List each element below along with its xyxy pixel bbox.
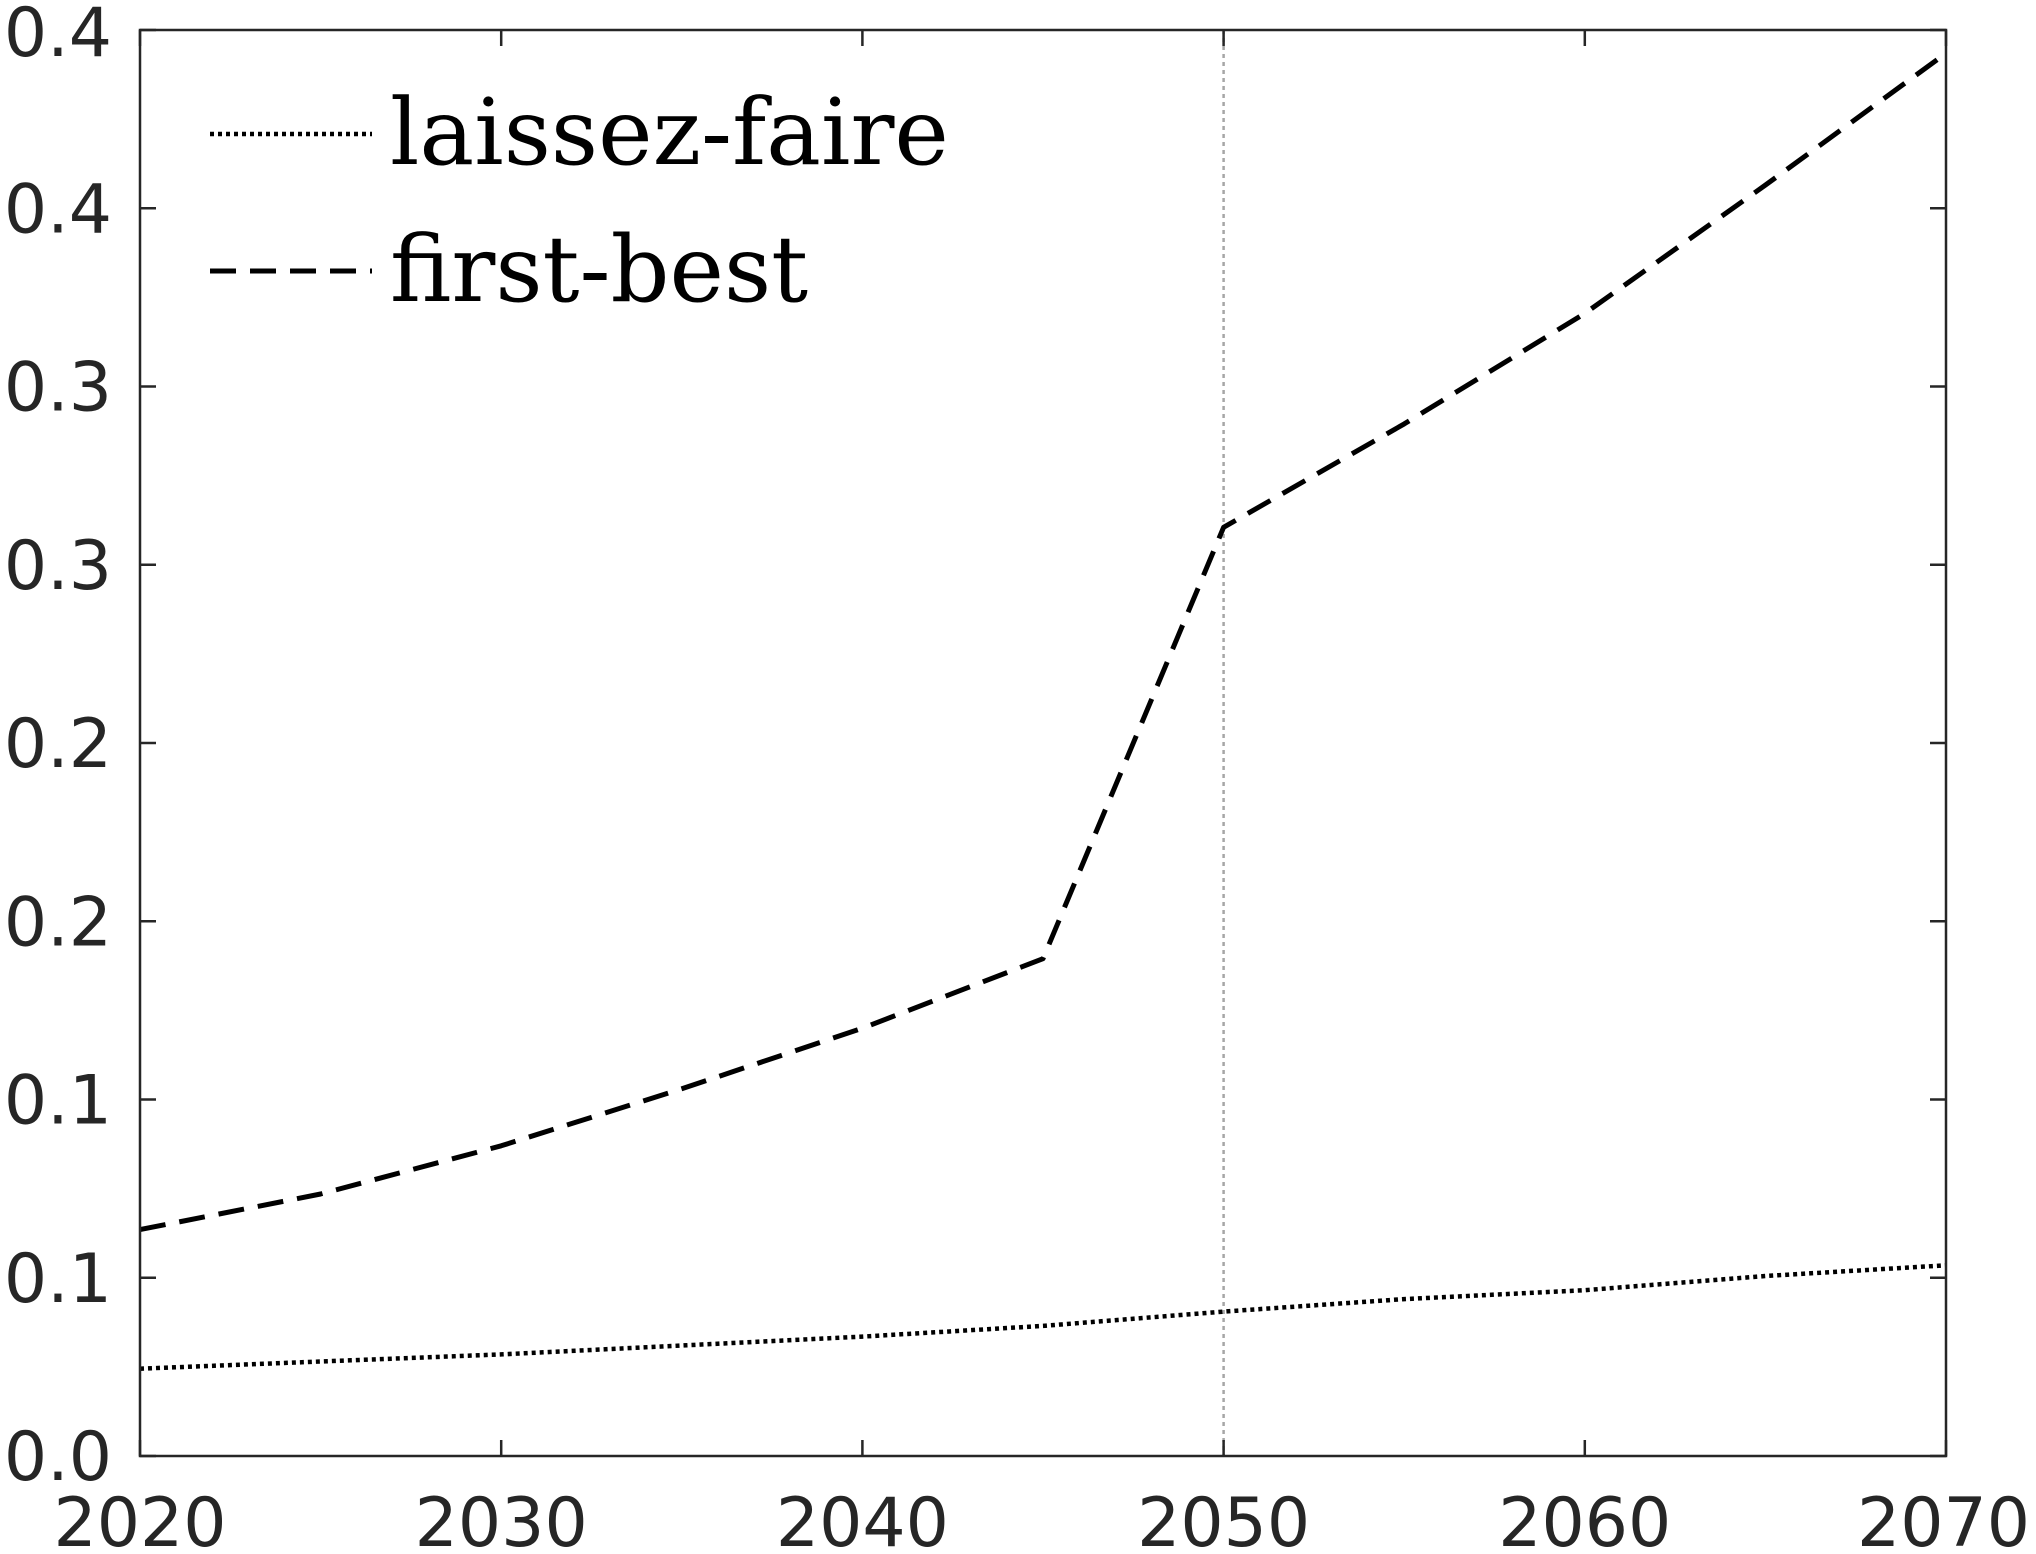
y-tick-label: 0.2: [4, 705, 112, 784]
x-tick-label: 2060: [1498, 1484, 1671, 1554]
y-tick-label: 0.4: [4, 0, 112, 73]
x-tick-label: 2070: [1857, 1484, 2030, 1554]
tick-layer: [138, 28, 1948, 1458]
y-tick-label: 0.1: [4, 1240, 112, 1319]
series-line-laissez-faire: [139, 1263, 1947, 1371]
x-tick-label: 2040: [776, 1484, 949, 1554]
y-tick-labels: 0.0 0.1 0.1 0.2 0.2 0.3 0.3 0.4 0.4: [4, 0, 112, 1497]
y-tick-label: 0.1: [4, 1062, 112, 1141]
y-tick-label: 0.3: [4, 527, 112, 606]
legend-label-laissez-faire: laissez-faire: [390, 79, 949, 186]
y-tick-label: 0.3: [4, 349, 112, 428]
y-tick-label: 0.4: [4, 170, 112, 249]
x-tick-label: 2020: [53, 1484, 226, 1554]
legend: laissez-faire first-best: [210, 79, 949, 323]
y-tick-label: 0.2: [4, 883, 112, 962]
legend-label-first-best: first-best: [390, 216, 808, 323]
x-tick-label: 2030: [415, 1484, 588, 1554]
series-line-first-best: [139, 51, 1948, 1233]
series-layer: [139, 51, 1948, 1371]
x-tick-label: 2050: [1137, 1484, 1310, 1554]
y-tick-label: 0.0: [4, 1418, 112, 1497]
x-tick-labels: 2020 2030 2040 2050 2060 2070: [53, 1484, 2030, 1554]
